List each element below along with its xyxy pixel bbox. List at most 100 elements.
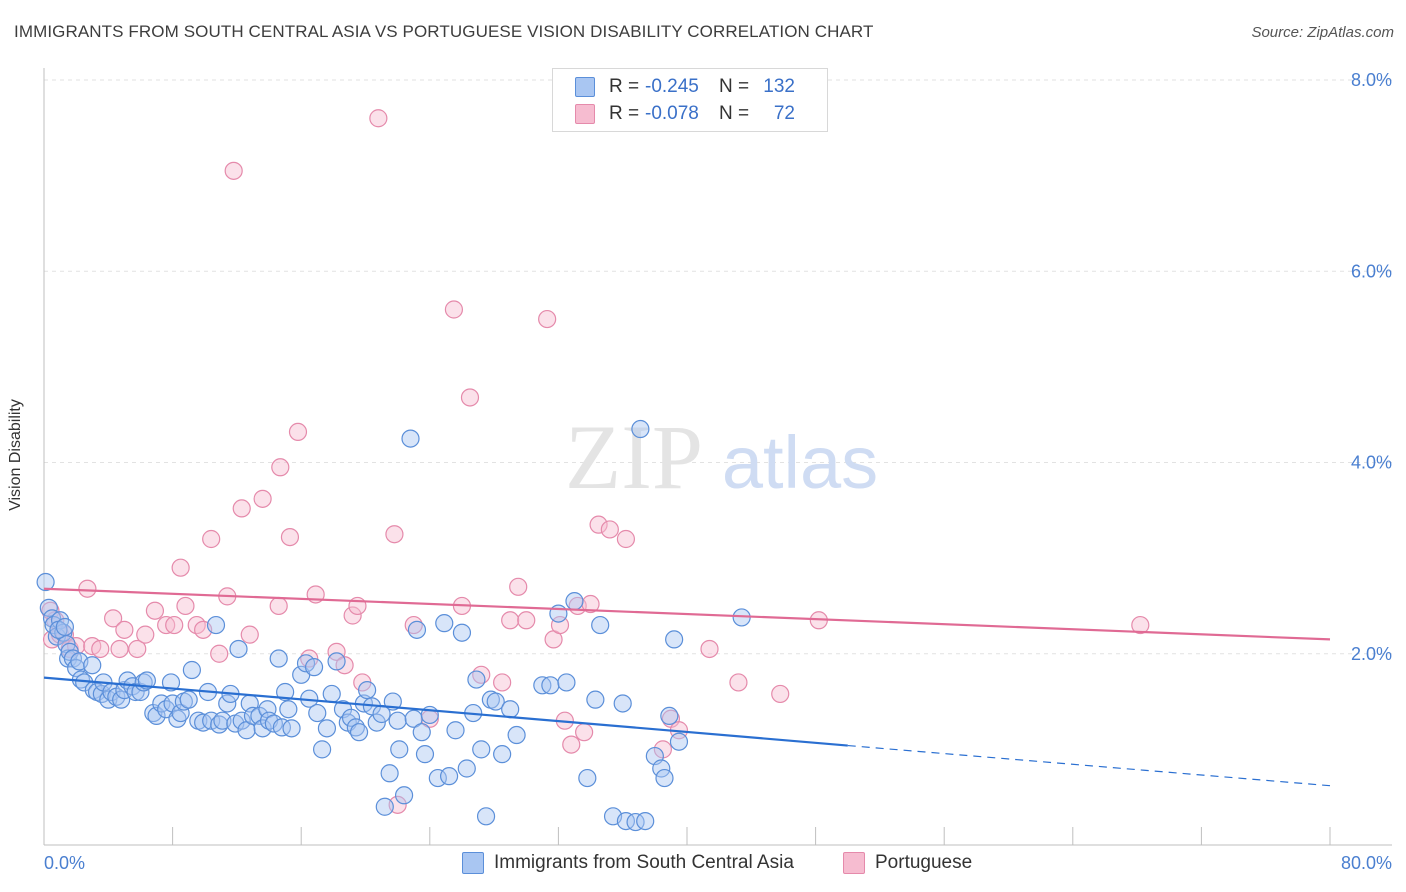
south-central-asia-trend-extension: [847, 744, 1331, 787]
south-central-asia-point: [452, 623, 472, 642]
series-name-blue: Immigrants from South Central Asia: [494, 852, 794, 873]
portuguese-point: [771, 684, 790, 704]
south-central-asia-point: [435, 614, 454, 633]
south-central-asia-point: [591, 615, 610, 635]
south-central-asia-point: [232, 711, 251, 730]
portuguese-point: [550, 615, 570, 635]
x-tick-label: 80.0%: [1341, 853, 1392, 873]
portuguese-point: [240, 625, 259, 644]
legend-n-value: 132: [763, 76, 795, 97]
y-tick-label: 6.0%: [1351, 261, 1392, 281]
south-central-asia-point: [439, 767, 459, 786]
south-central-asia-point: [457, 759, 476, 778]
south-central-asia-point: [613, 694, 632, 713]
portuguese-point: [1131, 615, 1150, 635]
portuguese-point: [224, 161, 243, 180]
source-credit: Source: ZipAtlas.com: [1251, 24, 1394, 41]
series-legend-blue: Immigrants from South Central Asia: [462, 852, 794, 874]
watermark: ZIP atlas: [565, 406, 878, 508]
south-central-asia-point: [36, 572, 55, 592]
stats-legend: R = -0.245 N = 132 R = -0.078 N = 72: [552, 68, 828, 132]
south-central-asia-point: [472, 740, 491, 759]
portuguese-point: [145, 601, 165, 620]
portuguese-point: [575, 723, 594, 742]
south-central-asia-point: [407, 620, 427, 639]
series-legend-pink: Portuguese: [843, 852, 972, 874]
grid: [44, 79, 1392, 655]
legend-r-value: -0.078: [645, 103, 699, 124]
south-central-asia-point: [428, 768, 447, 788]
y-axis-label: Vision Disability: [7, 399, 24, 511]
legend-n-label: N =: [719, 76, 750, 97]
south-central-asia-point: [446, 721, 465, 740]
y-tick-label: 8.0%: [1351, 70, 1392, 90]
south-central-asia-point: [486, 692, 505, 711]
south-central-asia-point: [390, 740, 409, 759]
portuguese-point: [288, 422, 308, 441]
portuguese-point: [115, 620, 134, 639]
portuguese-point: [165, 615, 184, 635]
south-central-asia-point: [636, 811, 655, 831]
portuguese-point: [700, 639, 719, 659]
south-central-asia-point: [171, 703, 190, 723]
portuguese-point: [509, 577, 528, 596]
south-central-asia-point: [112, 690, 131, 709]
portuguese-point: [176, 596, 195, 616]
portuguese-point: [232, 499, 251, 518]
portuguese-point: [280, 527, 300, 547]
legend-r-value: -0.245: [645, 76, 699, 97]
portuguese-point: [104, 609, 123, 628]
south-central-asia-point: [83, 656, 102, 675]
south-central-asia-point: [660, 706, 679, 726]
tick-labels: 2.0% 4.0% 6.0% 8.0% 0.0% 80.0%: [44, 70, 1392, 873]
legend-row-pink: R = -0.078 N = 72: [575, 102, 795, 126]
south-central-asia-point: [380, 764, 399, 783]
x-tick-label: 0.0%: [44, 853, 85, 873]
portuguese-point: [78, 579, 97, 598]
legend-n-value: 72: [773, 103, 795, 124]
south-central-asia-point: [415, 745, 435, 764]
portuguese-point: [460, 388, 480, 407]
portuguese-point: [269, 596, 288, 616]
south-central-asia-point: [655, 768, 674, 788]
series-swatch-pink: [843, 852, 865, 874]
portuguese-point: [253, 489, 272, 508]
watermark-zip: ZIP: [565, 406, 703, 508]
south-central-asia-point: [304, 658, 324, 677]
portuguese-point: [171, 558, 190, 577]
south-central-asia-trend-line: [43, 676, 848, 747]
portuguese-point: [385, 525, 404, 544]
chart-title: IMMIGRANTS FROM SOUTH CENTRAL ASIA VS PO…: [14, 22, 874, 41]
south-central-asia-point: [282, 719, 301, 738]
south-central-asia-point: [317, 719, 337, 738]
south-central-asia-point: [626, 812, 645, 832]
legend-swatch-blue: [575, 77, 595, 97]
south-central-asia-point: [586, 690, 605, 709]
south-central-asia-point: [358, 680, 377, 700]
south-central-asia-point: [276, 682, 295, 702]
portuguese-point: [327, 642, 346, 661]
south-central-asia-point: [394, 786, 414, 805]
portuguese-point: [501, 611, 520, 630]
south-central-asia-point: [349, 723, 369, 742]
portuguese-point: [41, 601, 60, 620]
portuguese-point: [202, 529, 221, 549]
south-central-asia-point: [616, 811, 636, 831]
legend-swatch-pink: [575, 104, 595, 124]
portuguese-point: [616, 529, 636, 549]
south-central-asia-points: [36, 419, 751, 832]
legend-r-label: R =: [609, 76, 640, 97]
south-central-asia-point: [161, 673, 181, 692]
south-central-asia-point: [312, 740, 332, 759]
portuguese-point: [91, 639, 110, 659]
portuguese-point: [562, 735, 581, 754]
portuguese-point: [210, 644, 229, 663]
south-central-asia-point: [565, 592, 584, 611]
portuguese-point: [493, 673, 512, 692]
south-central-asia-point: [39, 598, 58, 617]
south-central-asia-point: [557, 673, 576, 692]
axes: [43, 68, 1392, 846]
south-central-asia-point: [631, 419, 650, 439]
portuguese-point: [729, 673, 748, 692]
